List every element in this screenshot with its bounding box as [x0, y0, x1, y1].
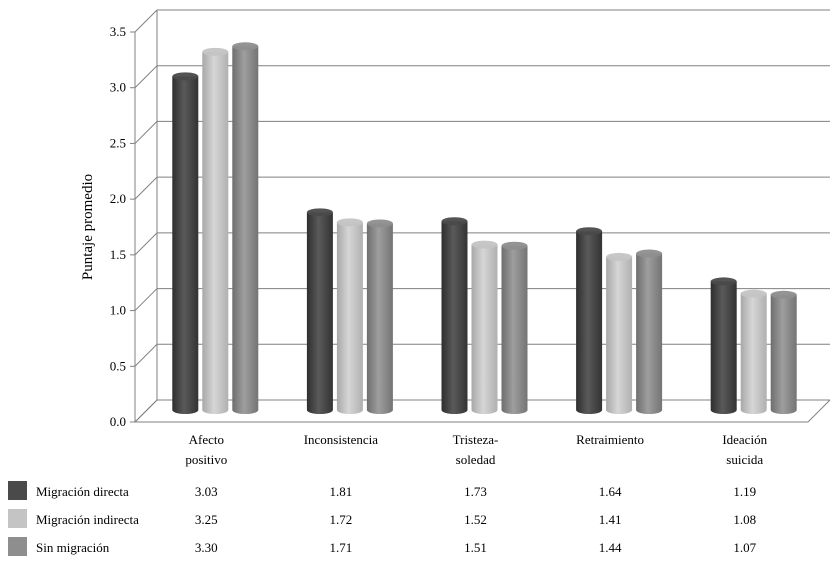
bar-body	[441, 221, 468, 414]
bar	[172, 72, 199, 414]
y-axis-title: Puntaje promedio	[80, 174, 96, 280]
legend-swatch	[8, 481, 27, 500]
data-label: 1.07	[733, 540, 756, 555]
bar	[740, 289, 767, 414]
x-tick-label: suicida	[726, 452, 763, 467]
data-label: 3.30	[195, 540, 218, 555]
bar-top	[172, 72, 199, 81]
bar-body	[232, 46, 259, 414]
gridline	[134, 176, 830, 200]
bar	[202, 47, 229, 414]
bar-top	[232, 42, 259, 51]
data-label: 1.41	[599, 512, 622, 527]
bar-top	[501, 241, 528, 250]
y-tick-label: 0.0	[110, 414, 126, 429]
x-tick-label: Retraimiento	[576, 432, 644, 447]
data-label: 1.44	[599, 540, 622, 555]
bar	[576, 227, 603, 414]
x-tick-label: Afecto	[189, 432, 224, 447]
y-tick-label: 1.0	[110, 303, 126, 318]
bar-top	[740, 289, 767, 298]
bar-body	[710, 281, 737, 414]
bar-top	[636, 249, 663, 258]
data-label: 1.64	[599, 484, 622, 499]
bar	[501, 241, 528, 414]
bar-body	[202, 51, 229, 414]
bar-body	[471, 244, 498, 414]
legend-label: Sin migración	[36, 540, 110, 555]
gridline	[134, 343, 830, 367]
bar-body	[636, 253, 663, 414]
y-tick-label: 1.5	[110, 247, 126, 262]
bar-top	[576, 227, 603, 236]
bar-body	[336, 222, 363, 414]
bar	[336, 218, 363, 414]
bar-top	[606, 252, 633, 261]
gridline	[134, 399, 830, 423]
gridline	[134, 65, 830, 89]
bar-body	[306, 212, 333, 414]
bar	[366, 219, 393, 414]
data-label: 1.81	[330, 484, 353, 499]
legend-label: Migración indirecta	[36, 512, 139, 527]
bar	[441, 217, 468, 414]
bar	[306, 208, 333, 414]
y-tick-label: 3.0	[110, 80, 126, 95]
gridline	[134, 120, 830, 144]
y-tick-label: 2.0	[110, 191, 126, 206]
legend-swatch	[8, 537, 27, 556]
bar	[636, 249, 663, 414]
y-tick-label: 3.5	[110, 24, 126, 39]
bar-top	[441, 217, 468, 226]
data-label: 1.73	[464, 484, 487, 499]
bar-body	[576, 231, 603, 414]
y-tick-label: 2.5	[110, 135, 126, 150]
bar-body	[606, 256, 633, 414]
x-tick-label: positivo	[185, 452, 227, 467]
x-tick-label: soledad	[456, 452, 496, 467]
bar-body	[366, 223, 393, 414]
gridline	[134, 288, 830, 311]
data-label: 3.03	[195, 484, 218, 499]
bar-top	[306, 208, 333, 217]
bar-body	[172, 76, 199, 414]
data-label: 3.25	[195, 512, 218, 527]
bar-top	[471, 240, 498, 249]
x-tick-label: Ideación	[722, 432, 767, 447]
floor-edge-right	[807, 399, 831, 423]
bar	[471, 240, 498, 414]
x-tick-label: Tristeza-	[453, 432, 499, 447]
bar	[710, 277, 737, 414]
gridline	[134, 232, 830, 256]
bar	[232, 42, 259, 414]
data-label: 1.52	[464, 512, 487, 527]
x-tick-label: Inconsistencia	[304, 432, 379, 447]
data-label: 1.51	[464, 540, 487, 555]
bar-top	[710, 277, 737, 286]
legend-swatch	[8, 509, 27, 528]
legend-label: Migración directa	[36, 484, 129, 499]
data-label: 1.19	[733, 484, 756, 499]
bar-top	[336, 218, 363, 227]
bar	[770, 290, 797, 414]
bar-body	[501, 245, 528, 414]
bar	[606, 252, 633, 414]
bar-body	[740, 293, 767, 414]
bar-top	[770, 290, 797, 299]
data-label: 1.08	[733, 512, 756, 527]
bar-top	[366, 219, 393, 228]
y-tick-label: 0.5	[110, 358, 126, 373]
data-label: 1.72	[330, 512, 353, 527]
bar-body	[770, 294, 797, 414]
bar-top	[202, 47, 229, 56]
data-label: 1.71	[330, 540, 353, 555]
gridline	[134, 9, 830, 33]
